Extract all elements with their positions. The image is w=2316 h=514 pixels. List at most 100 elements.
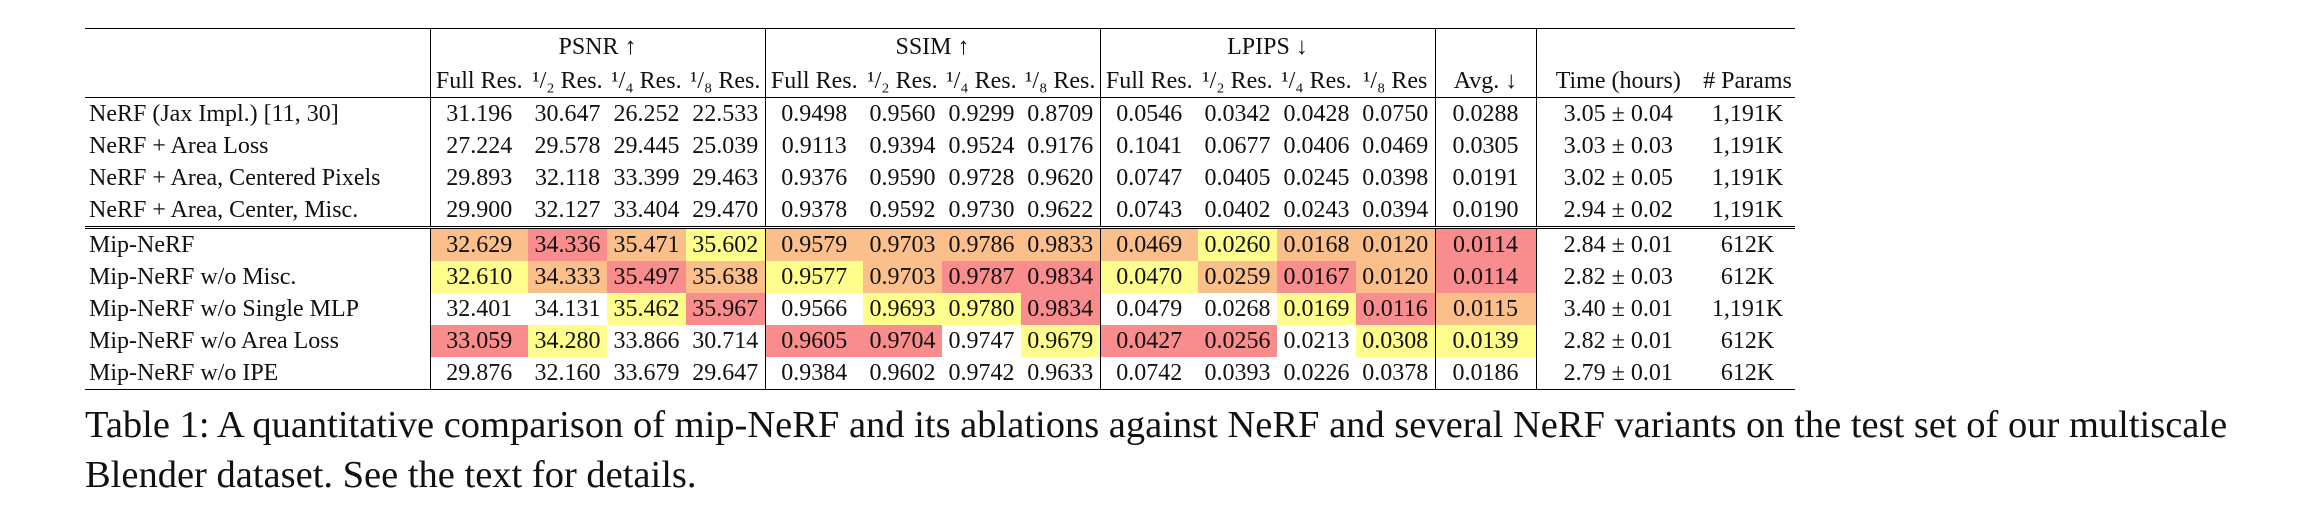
cell-ssim-full: 0.9566: [764, 293, 863, 325]
cell-ssim-quarter: 0.9728: [948, 165, 1015, 191]
table-body: NeRF (Jax Impl.) [11, 30] 31.196 30.647 26.…: [85, 97, 1795, 390]
cell-ssim-eighth: 0.9834: [1021, 293, 1100, 325]
row-method-name: Mip-NeRF w/o Single MLP: [89, 296, 360, 322]
cell-psnr-eighth: 29.463: [692, 165, 759, 191]
cell-psnr-full: 29.900: [429, 194, 528, 228]
cell-time: 3.02 ± 0.05: [1535, 162, 1700, 194]
cell-params: 612K: [1720, 264, 1775, 290]
cell-psnr-half: 34.333: [528, 261, 607, 293]
cell-lpips-full: 0.0479: [1099, 293, 1198, 325]
cell-psnr-eighth: 25.039: [692, 133, 759, 159]
cell-time: 2.84 ± 0.01: [1535, 226, 1700, 261]
cell-params: 612K: [1700, 226, 1795, 261]
cell-psnr-half: 32.160: [528, 357, 607, 390]
cell-psnr-half: 34.336: [528, 226, 607, 261]
cell-ssim-half: 0.9704: [863, 325, 942, 357]
row-method-name: NeRF + Area Loss: [89, 133, 269, 159]
cell-lpips-full: 0.0469: [1099, 226, 1198, 261]
lpips-col-eighth: ¹/₈ Res: [1363, 68, 1428, 94]
cell-avg: 0.0305: [1434, 130, 1536, 162]
cell-lpips-eighth: 0.0116: [1356, 293, 1435, 325]
ssim-col-eighth: ¹/₈ Res.: [1025, 68, 1096, 94]
cell-avg: 0.0190: [1434, 194, 1536, 228]
lpips-group-header: LPIPS ↓: [1099, 28, 1435, 65]
cell-psnr-quarter: 33.866: [613, 328, 680, 354]
cell-lpips-quarter: 0.0169: [1277, 293, 1356, 325]
cell-lpips-eighth: 0.0308: [1356, 325, 1435, 357]
params-col: # Params: [1703, 68, 1792, 94]
cell-time: 2.82 ± 0.01: [1535, 325, 1700, 357]
table-row: Mip-NeRF w/o IPE 29.876 32.160 33.679 29.647…: [85, 357, 1795, 390]
cell-lpips-eighth: 0.0378: [1356, 357, 1435, 390]
table-row: NeRF + Area, Center, Misc. 29.900 32.127 33…: [85, 194, 1795, 228]
cell-psnr-quarter: 35.497: [607, 261, 686, 293]
cell-lpips-full: 0.1041: [1099, 130, 1198, 162]
cell-ssim-full: 0.9605: [764, 325, 863, 357]
cell-psnr-half: 34.280: [528, 325, 607, 357]
cell-params: 612K: [1700, 357, 1795, 390]
cell-lpips-eighth: 0.0398: [1362, 165, 1429, 191]
cell-ssim-eighth: 0.9679: [1021, 325, 1100, 357]
ssim-col-half: ¹/₂ Res.: [867, 68, 938, 94]
cell-ssim-full: 0.9384: [764, 357, 863, 390]
cell-lpips-quarter: 0.0428: [1277, 97, 1356, 130]
cell-avg: 0.0114: [1434, 261, 1536, 293]
table-row: NeRF + Area Loss 27.224 29.578 29.445 25.039…: [85, 130, 1795, 162]
psnr-col-quarter: ¹/₄ Res.: [611, 68, 682, 94]
cell-psnr-full: 27.224: [429, 130, 528, 162]
cell-psnr-half: 32.118: [534, 165, 601, 191]
cell-time: 3.05 ± 0.04: [1535, 97, 1700, 130]
table-row: Mip-NeRF 32.629 34.336 35.471 35.602 0.9579 0.…: [85, 226, 1795, 261]
cell-ssim-quarter: 0.9730: [948, 197, 1015, 223]
cell-psnr-eighth: 22.533: [686, 97, 765, 130]
cell-lpips-half: 0.0256: [1198, 325, 1277, 357]
cell-avg: 0.0114: [1434, 226, 1536, 261]
table-row: Mip-NeRF w/o Single MLP 32.401 34.131 35.46…: [85, 293, 1795, 325]
cell-psnr-half: 29.578: [534, 133, 601, 159]
ssim-col-full: Full Res.: [764, 65, 863, 98]
cell-psnr-quarter: 33.679: [607, 357, 686, 390]
cell-ssim-eighth: 0.9633: [1021, 357, 1100, 390]
cell-time: 2.94 ± 0.02: [1535, 194, 1700, 228]
header-blank: [1434, 28, 1536, 65]
results-table-container: PSNR ↑ SSIM ↑ LPIPS ↓ Full Res. ¹/₂ Res.…: [85, 28, 1795, 390]
cell-ssim-eighth: 0.9622: [1027, 197, 1094, 223]
cell-avg: 0.0186: [1434, 357, 1536, 390]
cell-ssim-quarter: 0.9786: [942, 226, 1021, 261]
cell-psnr-full: 32.629: [429, 226, 528, 261]
table-row: Mip-NeRF w/o Misc. 32.610 34.333 35.497 35.6…: [85, 261, 1795, 293]
results-table: PSNR ↑ SSIM ↑ LPIPS ↓ Full Res. ¹/₂ Res.…: [85, 28, 1795, 390]
table-row: NeRF (Jax Impl.) [11, 30] 31.196 30.647 26.…: [85, 97, 1795, 130]
cell-ssim-full: 0.9378: [764, 194, 863, 228]
cell-lpips-full: 0.0546: [1099, 97, 1198, 130]
cell-psnr-eighth: 29.647: [686, 357, 765, 390]
cell-lpips-quarter: 0.0168: [1277, 226, 1356, 261]
cell-ssim-half: 0.9703: [863, 226, 942, 261]
cell-params: 612K: [1720, 328, 1775, 354]
cell-lpips-half: 0.0268: [1204, 296, 1271, 322]
header-blank: [1535, 28, 1795, 65]
cell-psnr-full: 29.876: [429, 357, 528, 390]
cell-ssim-quarter: 0.9787: [942, 261, 1021, 293]
cell-psnr-eighth: 35.602: [686, 226, 765, 261]
cell-lpips-quarter: 0.0245: [1283, 165, 1350, 191]
cell-lpips-half: 0.0405: [1204, 165, 1271, 191]
cell-ssim-half: 0.9602: [863, 357, 942, 390]
cell-ssim-eighth: 0.9834: [1021, 261, 1100, 293]
cell-psnr-quarter: 26.252: [607, 97, 686, 130]
cell-ssim-quarter: 0.9742: [942, 357, 1021, 390]
table-caption: Table 1: A quantitative comparison of mi…: [85, 404, 2228, 496]
cell-psnr-full: 31.196: [429, 97, 528, 130]
lpips-col-quarter: ¹/₄ Res.: [1281, 68, 1352, 94]
cell-ssim-full: 0.9376: [764, 162, 863, 194]
cell-psnr-quarter: 33.399: [613, 165, 680, 191]
cell-lpips-full: 0.0470: [1099, 261, 1198, 293]
cell-ssim-full: 0.9498: [764, 97, 863, 130]
row-method-name: Mip-NeRF w/o IPE: [85, 357, 430, 390]
cell-lpips-full: 0.0427: [1099, 325, 1198, 357]
cell-ssim-half: 0.9703: [863, 261, 942, 293]
cell-lpips-eighth: 0.0120: [1356, 226, 1435, 261]
cell-psnr-half: 30.647: [528, 97, 607, 130]
row-method-name: Mip-NeRF w/o Area Loss: [89, 328, 339, 354]
row-method-name: Mip-NeRF: [85, 226, 430, 261]
